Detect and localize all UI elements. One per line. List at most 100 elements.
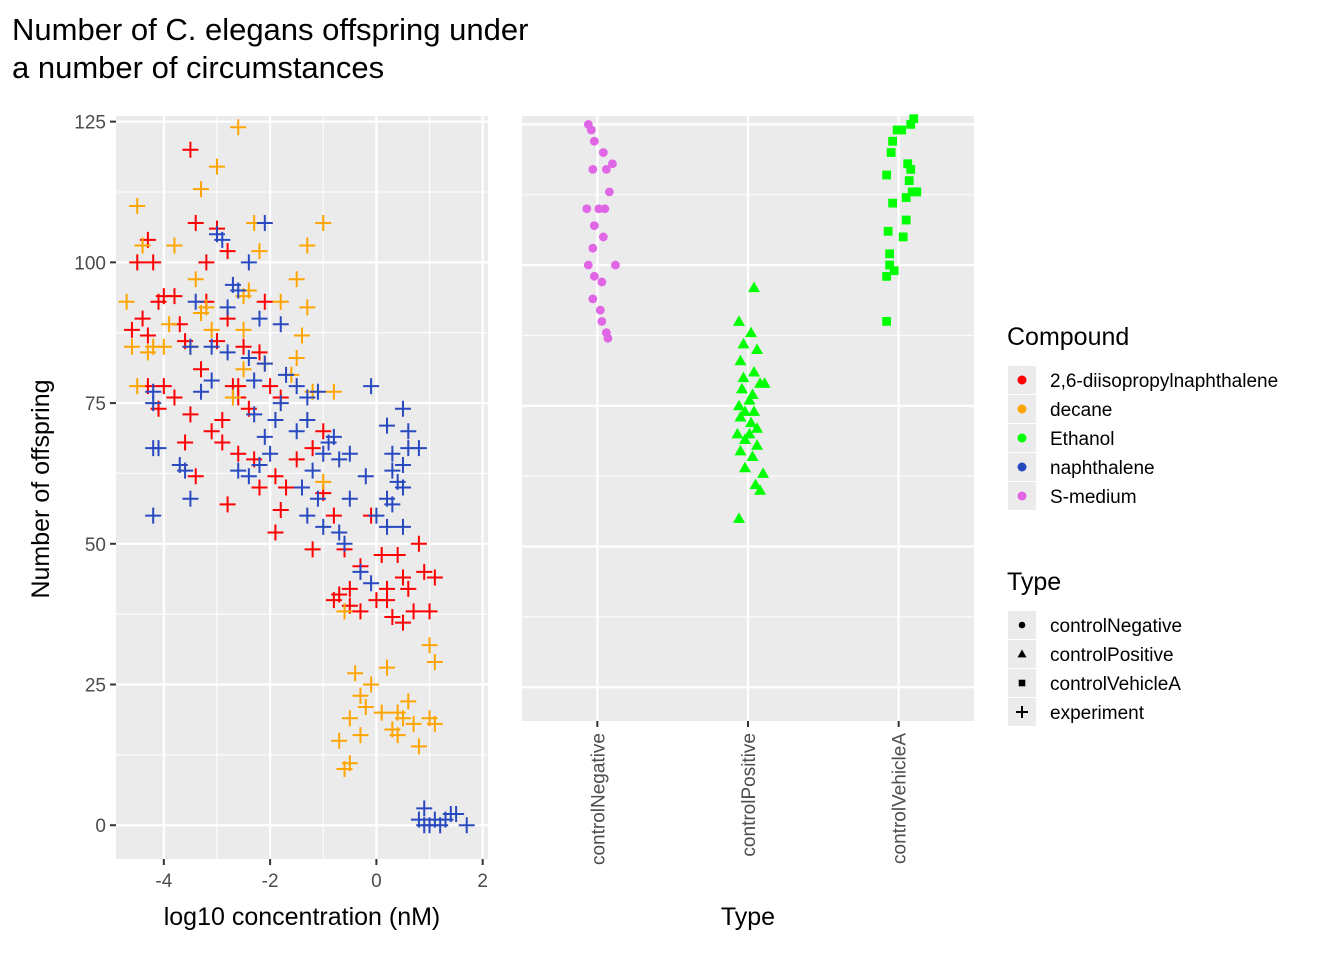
point-naphthalene bbox=[363, 378, 380, 395]
point-controlvehiclea bbox=[882, 170, 892, 180]
point-decane bbox=[410, 738, 427, 755]
point-2-6-diisopropylnaphthalene bbox=[251, 479, 268, 496]
point-naphthalene bbox=[379, 518, 396, 535]
point-controlvehiclea bbox=[901, 193, 911, 202]
point-decane bbox=[288, 271, 305, 288]
point-controlnegative bbox=[598, 232, 608, 242]
point-naphthalene bbox=[315, 518, 332, 535]
point-naphthalene bbox=[315, 445, 332, 462]
point-controlpositive bbox=[738, 461, 751, 473]
point-decane bbox=[187, 271, 204, 288]
point-controlvehiclea bbox=[903, 159, 913, 169]
point-controlpositive bbox=[737, 337, 750, 349]
point-controlvehiclea bbox=[909, 114, 919, 124]
point-controlnegative bbox=[588, 243, 598, 253]
point-2-6-diisopropylnaphthalene bbox=[129, 254, 146, 271]
point-naphthalene bbox=[251, 456, 268, 473]
point-controlpositive bbox=[735, 382, 748, 394]
point-2-6-diisopropylnaphthalene bbox=[182, 141, 199, 158]
point-naphthalene bbox=[203, 372, 220, 389]
title-line-2: a number of circumstances bbox=[12, 50, 384, 85]
point-2-6-diisopropylnaphthalene bbox=[256, 293, 273, 310]
point-decane bbox=[373, 704, 390, 721]
legend-color-swatch bbox=[1017, 462, 1027, 472]
point-controlvehiclea bbox=[888, 198, 898, 208]
point-2-6-diisopropylnaphthalene bbox=[177, 434, 194, 451]
point-controlpositive bbox=[751, 439, 764, 450]
point-naphthalene bbox=[240, 350, 257, 367]
point-naphthalene bbox=[219, 344, 236, 361]
point-controlpositive bbox=[732, 512, 745, 523]
legend-color-swatch bbox=[1017, 404, 1027, 414]
point-2-6-diisopropylnaphthalene bbox=[304, 440, 321, 457]
point-naphthalene bbox=[416, 800, 433, 817]
point-controlnegative bbox=[589, 271, 599, 281]
compound-legend-title: Compound bbox=[1007, 323, 1129, 351]
point-naphthalene bbox=[251, 310, 268, 327]
point-controlvehiclea bbox=[889, 266, 899, 276]
point-decane bbox=[336, 603, 353, 620]
point-naphthalene bbox=[256, 428, 273, 445]
point-2-6-diisopropylnaphthalene bbox=[123, 321, 140, 338]
legend-label: controlPositive bbox=[1050, 645, 1174, 666]
point-naphthalene bbox=[352, 563, 369, 580]
point-2-6-diisopropylnaphthalene bbox=[145, 254, 162, 271]
point-decane bbox=[294, 327, 310, 344]
point-naphthalene bbox=[410, 440, 427, 457]
point-controlpositive bbox=[748, 366, 761, 377]
right-x-axis-title: Type bbox=[721, 903, 775, 931]
point-controlpositive bbox=[743, 427, 756, 439]
point-controlvehiclea bbox=[885, 260, 895, 270]
right-data-points bbox=[582, 114, 922, 523]
legend-color-swatch bbox=[1017, 491, 1027, 501]
point-decane bbox=[352, 687, 369, 704]
point-decane bbox=[357, 699, 374, 716]
category-tick-label-controlnegative: controlNegative bbox=[588, 733, 609, 865]
point-controlvehiclea bbox=[882, 271, 892, 281]
point-controlnegative bbox=[597, 316, 607, 326]
point-decane bbox=[325, 383, 342, 400]
point-naphthalene bbox=[240, 254, 257, 271]
point-naphthalene bbox=[384, 496, 401, 513]
point-2-6-diisopropylnaphthalene bbox=[416, 563, 433, 580]
point-2-6-diisopropylnaphthalene bbox=[262, 378, 279, 395]
series-naphthalene bbox=[145, 214, 475, 834]
point-decane bbox=[363, 676, 380, 693]
point-controlpositive bbox=[754, 484, 767, 495]
point-controlnegative bbox=[603, 333, 613, 343]
legend-color-swatch bbox=[1017, 375, 1027, 385]
point-controlvehiclea bbox=[906, 119, 916, 129]
point-naphthalene bbox=[246, 406, 263, 423]
type-legend-item-controlvehiclea: controlVehicleA bbox=[1008, 669, 1181, 697]
point-2-6-diisopropylnaphthalene bbox=[203, 423, 220, 440]
point-naphthalene bbox=[230, 282, 247, 299]
point-decane bbox=[193, 181, 210, 198]
point-2-6-diisopropylnaphthalene bbox=[198, 254, 215, 271]
compound-legend-item-decane: decane bbox=[1008, 395, 1112, 423]
point-naphthalene bbox=[256, 355, 273, 372]
point-controlnegative bbox=[583, 260, 593, 270]
point-naphthalene bbox=[416, 817, 433, 834]
point-decane bbox=[315, 214, 332, 231]
legend-label: S-medium bbox=[1050, 487, 1137, 508]
x-tick-label: -4 bbox=[155, 871, 172, 892]
right-x-axis: controlNegative controlPositive controlVeh… bbox=[588, 721, 911, 865]
y-tick-label: 100 bbox=[74, 253, 106, 274]
left-x-axis-title: log10 concentration (nM) bbox=[164, 903, 441, 931]
point-2-6-diisopropylnaphthalene bbox=[368, 592, 385, 609]
point-naphthalene bbox=[331, 451, 348, 468]
left-data-points bbox=[118, 119, 475, 834]
series-controlpositive bbox=[731, 281, 771, 523]
point-naphthalene bbox=[272, 316, 289, 333]
point-naphthalene bbox=[384, 462, 401, 479]
point-2-6-diisopropylnaphthalene bbox=[134, 310, 151, 327]
point-controlvehiclea bbox=[906, 164, 916, 174]
point-naphthalene bbox=[357, 468, 374, 485]
point-naphthalene bbox=[288, 423, 305, 440]
point-2-6-diisopropylnaphthalene bbox=[331, 586, 348, 603]
legend-label: decane bbox=[1050, 400, 1112, 421]
point-decane bbox=[230, 119, 247, 136]
point-naphthalene bbox=[363, 575, 380, 592]
point-decane bbox=[299, 237, 316, 254]
